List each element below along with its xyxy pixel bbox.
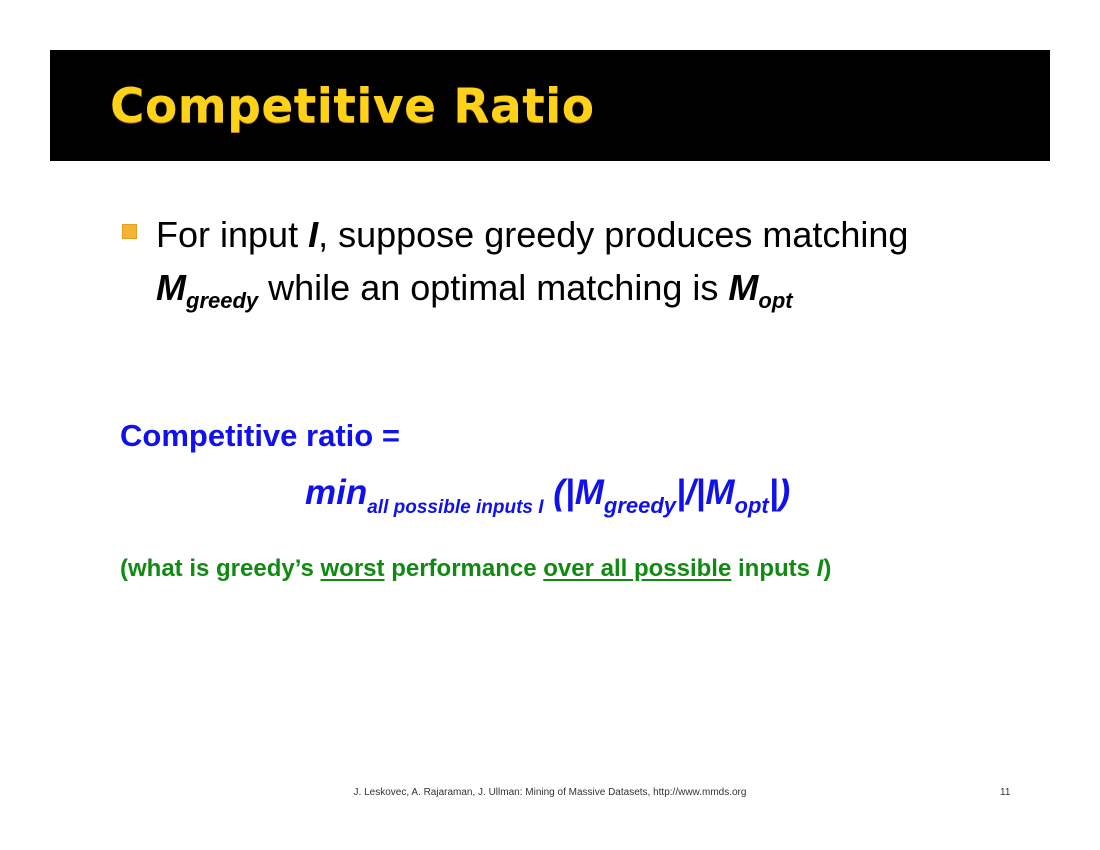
competitive-ratio-heading: Competitive ratio = bbox=[120, 418, 400, 453]
note-part4: ) bbox=[823, 555, 832, 582]
bullet-text-part1: For input bbox=[156, 214, 309, 255]
m-greedy-base: M bbox=[156, 267, 186, 308]
note-input-variable: I bbox=[816, 555, 824, 582]
note-worst: worst bbox=[320, 555, 385, 582]
competitive-ratio-formula: minall possible inputs I (|Mgreedy|/|Mop… bbox=[305, 468, 790, 518]
note-over-all-possible: over all possible bbox=[543, 555, 732, 582]
formula-min-subscript: all possible inputs I bbox=[367, 497, 544, 518]
note-part1: (what is greedy’s bbox=[120, 555, 321, 582]
bullet-text: For input I, suppose greedy produces mat… bbox=[156, 208, 940, 314]
formula-m-greedy-base: M bbox=[574, 473, 604, 512]
m-greedy-symbol: Mgreedy bbox=[156, 267, 258, 312]
m-opt-symbol: Mopt bbox=[728, 267, 792, 312]
input-variable: I bbox=[308, 214, 319, 255]
formula-open: (| bbox=[543, 473, 575, 512]
formula-m-greedy-subscript: greedy bbox=[603, 493, 677, 518]
worst-performance-note: (what is greedy’s worst performance over… bbox=[120, 551, 831, 587]
m-opt-base: M bbox=[728, 267, 759, 308]
bullet-item: For input I, suppose greedy produces mat… bbox=[120, 208, 940, 314]
m-greedy-subscript: greedy bbox=[186, 288, 259, 313]
formula-m-opt-subscript: opt bbox=[734, 493, 769, 518]
formula-min: min bbox=[305, 473, 368, 512]
m-opt-subscript: opt bbox=[758, 288, 793, 313]
bullet-text-part2: , suppose greedy produces matching bbox=[318, 214, 909, 255]
formula-middle: |/| bbox=[676, 473, 706, 512]
note-part3: inputs bbox=[731, 555, 817, 582]
footer-citation: J. Leskovec, A. Rajaraman, J. Ullman: Mi… bbox=[353, 787, 747, 798]
bullet-text-part3: while an optimal matching is bbox=[258, 267, 729, 308]
note-part2: performance bbox=[384, 555, 544, 582]
formula-m-opt-base: M bbox=[705, 473, 735, 512]
bullet-square-icon bbox=[122, 224, 137, 239]
formula-close: |) bbox=[768, 473, 791, 512]
page-number: 11 bbox=[1000, 787, 1011, 798]
title-bar: Competitive Ratio bbox=[50, 50, 1050, 161]
slide-title: Competitive Ratio bbox=[110, 79, 595, 134]
